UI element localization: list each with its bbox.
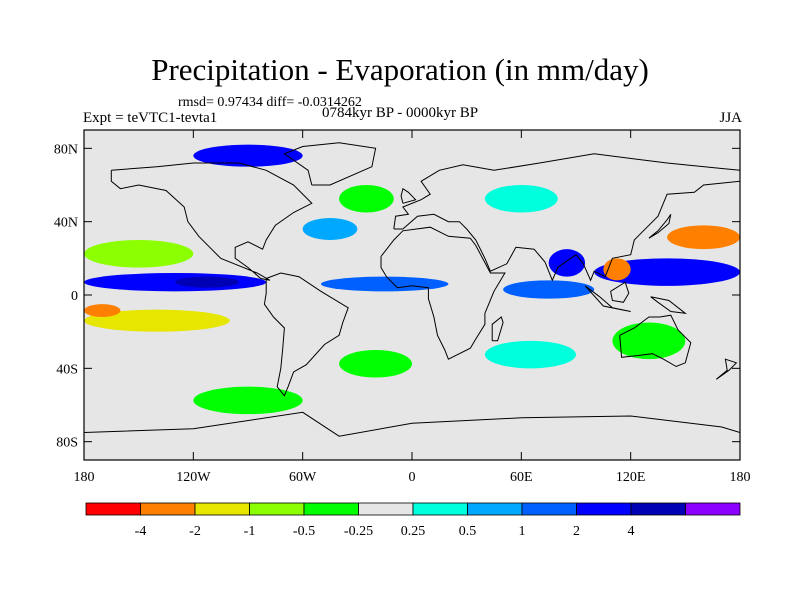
colorbar-label: -2 [189,524,201,539]
season-label: JJA [719,110,742,126]
colorbar-label: -0.25 [344,524,373,539]
coastline-new-guinea [650,296,688,315]
coastline-africa [380,226,506,360]
colorbar-box [140,502,196,516]
x-tick-label: 180 [730,470,751,485]
coastline-madagascar [491,316,504,342]
coastline-borneo [610,281,630,303]
field-region-s-atlantic-green [339,350,412,378]
x-ticks: 180 120W 60W 0 60E 120E 180 [74,130,751,485]
colorbar-label: 4 [628,524,635,539]
coastline-new-zealand [715,358,738,380]
field-region-s-ocean-green [193,386,303,415]
field-region-s-pacific-orange [84,304,121,318]
coastline-japan [648,214,672,239]
field-region-eurasia-cyan [484,185,558,213]
field-region-se-asia-red [603,258,631,281]
coastline-australia [619,314,692,368]
y-tick-label: 0 [71,289,78,304]
stats-text: rmsd= 0.97434 diff= -0.0314262 [178,95,362,110]
x-tick-label: 60E [510,470,533,485]
field-region-w-pacific-ne [667,225,740,250]
colorbar-box [85,502,141,516]
colorbar-box [630,502,686,516]
colorbar-label: -4 [135,524,147,539]
x-tick-label: 120W [176,470,211,485]
field-region-s-pacific-dry [84,309,230,332]
y-tick-label: 40S [56,362,78,377]
y-tick-label: 80S [56,436,78,451]
coastline-uk [400,187,417,204]
field-region-s-indian-cyan [484,340,576,369]
coastline-antarctica [84,411,740,437]
y-tick-label: 40N [54,216,78,231]
coastline-north-america [110,162,313,281]
colorbar-box [358,502,414,516]
map-plot-area [84,130,740,460]
colorbar-box [685,502,741,516]
field-region-band-eq-indian [503,280,595,299]
x-tick-label: 60W [289,470,317,485]
colorbar-box [467,502,523,516]
field-region-band-eq-atlantic [320,276,449,292]
colorbar-label: 2 [573,524,580,539]
x-tick-label: 120E [616,470,646,485]
field-region-n-pacific-dry [84,240,194,268]
map-background [84,130,740,460]
field-region-n-atlantic-blue [302,218,358,240]
field-region-n-atlantic-green [339,185,394,213]
chart-title: Precipitation - Evaporation (in mm/day) [151,52,649,87]
x-tick-label: 180 [74,470,95,485]
colorbar-label: -0.5 [293,524,315,539]
field-region-eq-pacific-core [175,276,239,288]
coastlines [84,142,740,437]
field-region-arctic-dark [193,144,303,167]
colorbar-box [412,502,468,516]
period-label: 0784kyr BP - 0000kyr BP [322,105,479,121]
colorbar-box [194,502,250,516]
colorbar: -4 -2 -1 -0.5 -0.25 0.25 0.5 1 2 4 [85,502,741,539]
x-tick-label: 0 [409,470,416,485]
field-regions [84,144,740,415]
colorbar-box [249,502,305,516]
coastline-indonesia [584,285,631,312]
field-region-band-w-pacific [594,258,740,286]
coastline-south-america [263,272,349,397]
coastline-greenland [283,142,377,186]
coastline-eurasia [393,153,740,282]
field-region-australia-green [612,322,686,360]
experiment-label: Expt = teVTC1-tevta1 [83,110,218,126]
colorbar-box [303,502,359,516]
colorbar-box [576,502,632,516]
colorbar-label: 1 [519,524,526,539]
y-ticks: 80N 40N 0 40S 80S [54,142,740,451]
colorbar-label: 0.5 [459,524,477,539]
y-tick-label: 80N [54,142,78,157]
colorbar-label: -1 [244,524,256,539]
colorbar-label: 0.25 [401,524,426,539]
field-region-india-bay [548,249,586,277]
colorbar-box [521,502,577,516]
